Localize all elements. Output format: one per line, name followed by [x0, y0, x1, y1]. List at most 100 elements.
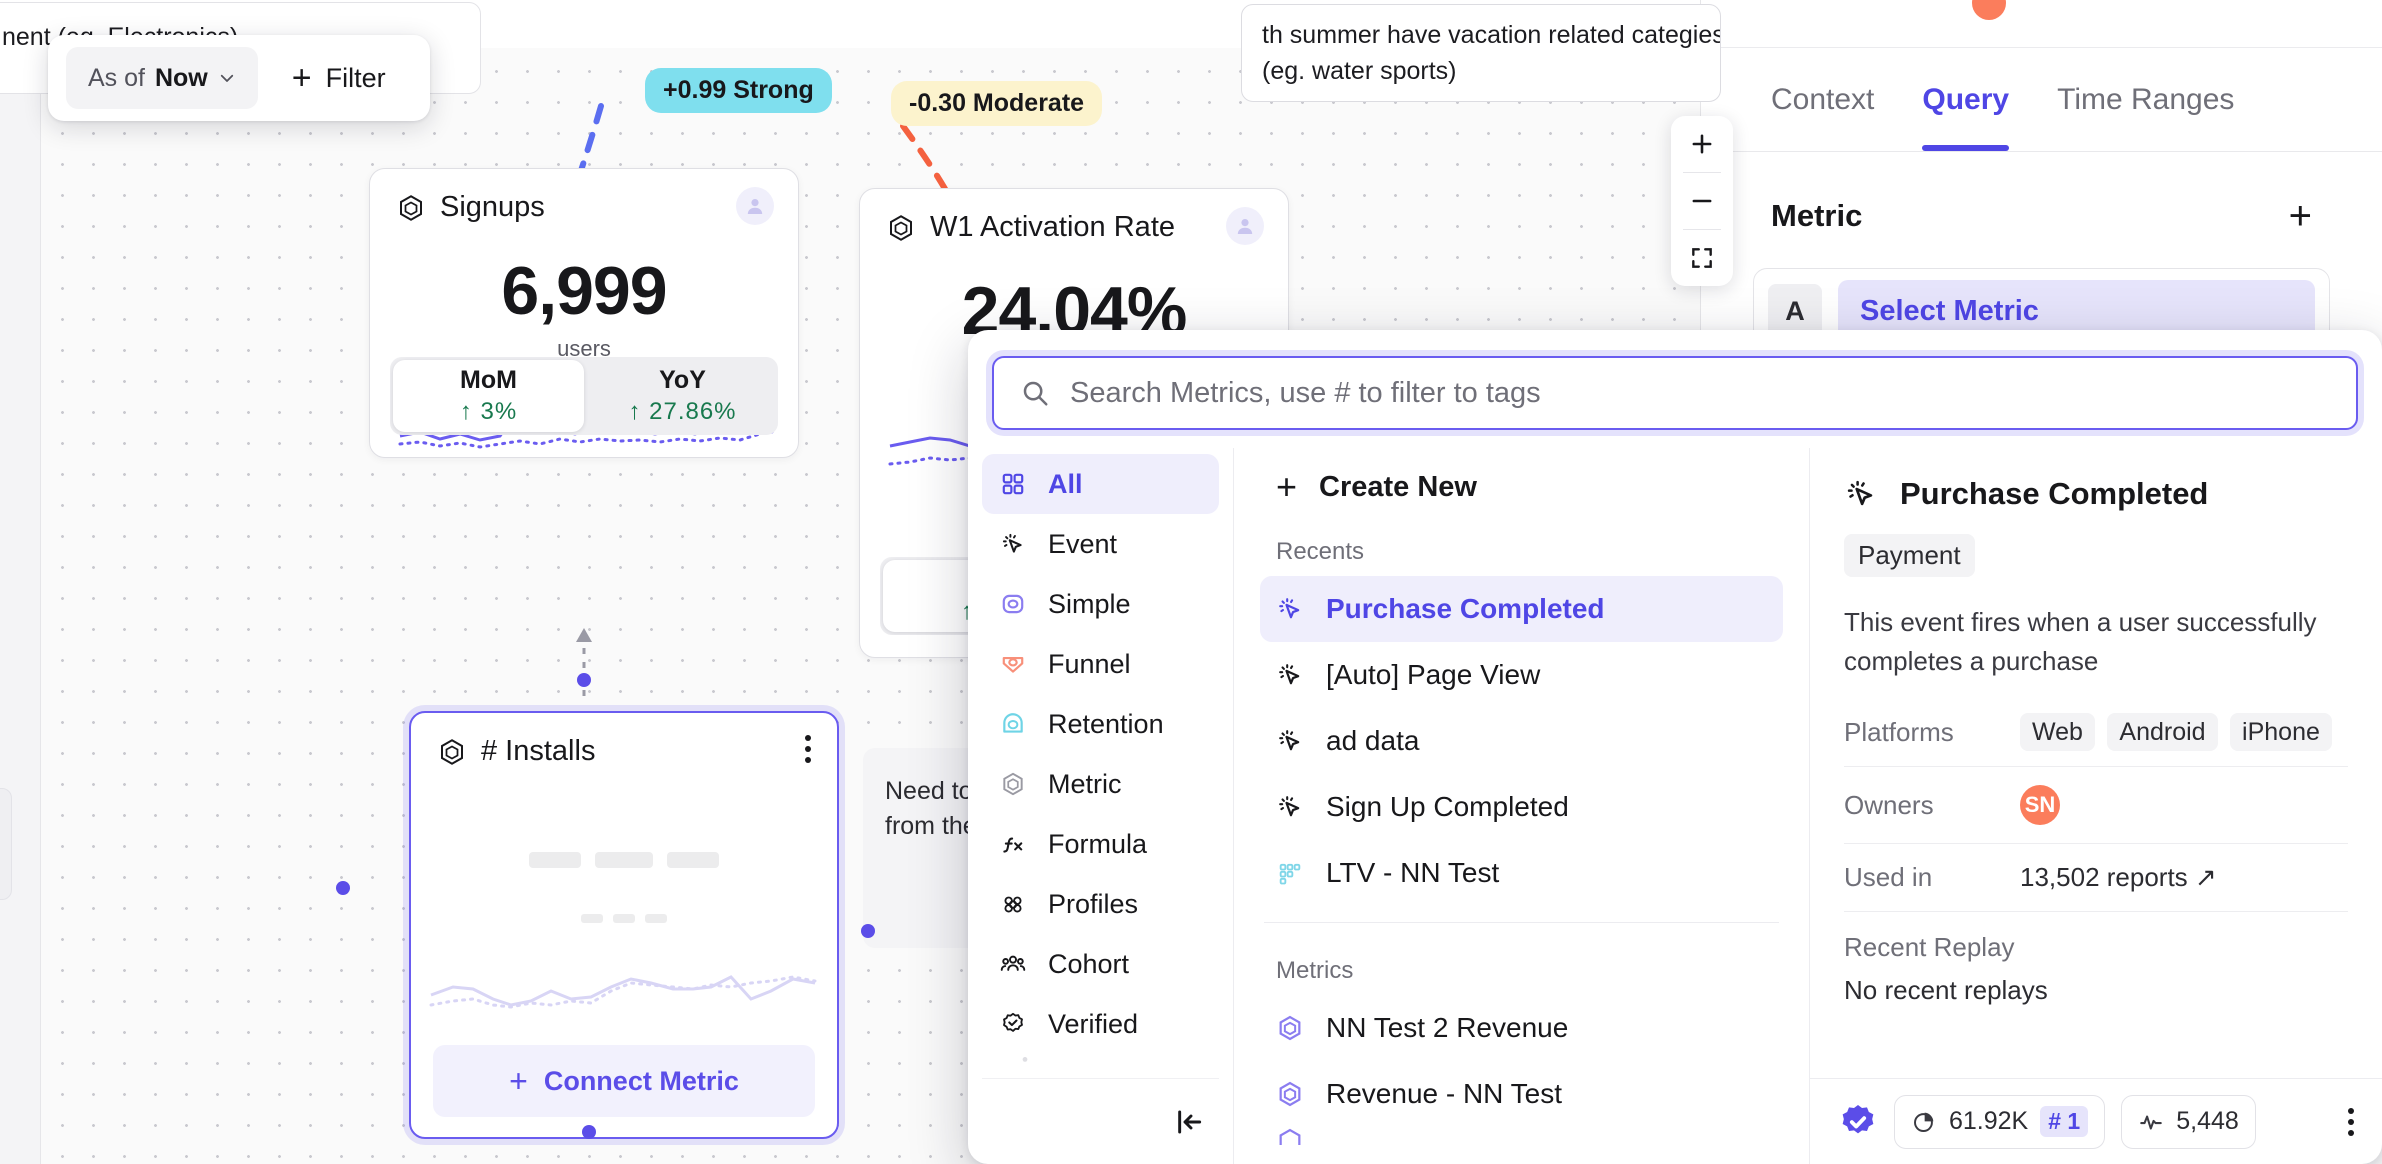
zoom-in-button[interactable]: [1671, 116, 1733, 172]
hexagon-metric-icon: [890, 214, 912, 241]
list-item-ad-data[interactable]: ad data: [1260, 708, 1783, 774]
search-input[interactable]: [1070, 376, 2330, 410]
add-metric-button[interactable]: +: [2288, 194, 2312, 238]
category-all[interactable]: All: [982, 454, 1219, 514]
list-item-nn-test-2-revenue[interactable]: NN Test 2 Revenue: [1260, 995, 1783, 1061]
zoom-out-button[interactable]: [1671, 173, 1733, 229]
category-label: Profiles: [1048, 888, 1139, 919]
comparison-toggle-group[interactable]: MoM ↑ 3% YoY ↑ 27.86%: [390, 357, 778, 435]
card-value: 6,999: [501, 253, 667, 329]
category-cohort[interactable]: Cohort: [982, 934, 1219, 994]
comparison-mom[interactable]: MoM ↑ 3%: [393, 360, 584, 432]
avatar[interactable]: [1226, 207, 1264, 245]
correlation-badge-strong[interactable]: +0.99 Strong: [645, 68, 832, 113]
collapse-sidebar-icon: [1178, 1110, 1202, 1133]
picker-body: All Event Simple: [968, 448, 2382, 1164]
metric-section-header: Metric +: [1701, 152, 2382, 236]
dots-grid-icon: [1279, 863, 1301, 885]
metric-card-installs[interactable]: # Installs + Connect Metric: [409, 711, 839, 1139]
cursor-click-icon: [1002, 533, 1022, 553]
funnel-icon: [1002, 656, 1024, 673]
metric-letter-badge: A: [1768, 284, 1822, 338]
detail-footer: 61.92K # 1 5,448: [1810, 1078, 2382, 1164]
list-item-purchase-completed[interactable]: Purchase Completed: [1260, 576, 1783, 642]
platform-chip: iPhone: [2230, 713, 2332, 751]
person-icon: [1237, 219, 1253, 234]
anchor-dot-bottom[interactable]: [582, 1125, 596, 1139]
tab-time-ranges[interactable]: Time Ranges: [2057, 82, 2235, 116]
tab-context[interactable]: Context: [1771, 82, 1875, 116]
detail-tag: Payment: [1844, 534, 1975, 577]
category-event[interactable]: Event: [982, 514, 1219, 574]
as-of-selector[interactable]: As of Now: [66, 47, 258, 109]
tab-query[interactable]: Query: [1922, 48, 2009, 151]
comparison-delta: ↑ 3%: [459, 398, 518, 425]
metric-search-box[interactable]: [992, 356, 2358, 430]
anchor-dot-sticky[interactable]: [861, 924, 875, 938]
user-avatar-top[interactable]: [1972, 0, 2006, 20]
card-header: W1 Activation Rate: [860, 189, 1288, 245]
zoom-controls[interactable]: [1671, 116, 1733, 286]
comparison-yoy[interactable]: YoY ↑ 27.86%: [587, 357, 778, 435]
person-icon: [747, 199, 763, 214]
owner-avatar[interactable]: SN: [2020, 785, 2060, 825]
category-profiles[interactable]: Profiles: [982, 874, 1219, 934]
list-item-revenue-nn-test[interactable]: Revenue - NN Test: [1260, 1061, 1783, 1127]
panel-top-gap: [1701, 0, 2382, 48]
detail-description: This event fires when a user successfull…: [1844, 607, 2317, 676]
category-funnel[interactable]: Funnel: [982, 634, 1219, 694]
add-filter-button[interactable]: + Filter: [266, 47, 412, 109]
panel-tabs[interactable]: Context Query Time Ranges: [1701, 48, 2382, 152]
recent-replay-label: Recent Replay: [1844, 932, 2015, 962]
activity-stat-pill[interactable]: 5,448: [2121, 1094, 2256, 1149]
cursor-click-icon: [1279, 598, 1300, 619]
cohort-people-icon: [1000, 955, 1026, 971]
category-formula[interactable]: Formula: [982, 814, 1219, 874]
card-header: Signups: [370, 169, 798, 225]
fit-screen-button[interactable]: [1671, 230, 1733, 286]
group-label-metrics: Metrics: [1276, 957, 1354, 984]
card-header: # Installs: [411, 713, 837, 768]
create-new-button[interactable]: + Create New: [1260, 454, 1783, 520]
canvas-left-rail: [0, 48, 40, 1164]
grid-icon: [1002, 473, 1024, 495]
anchor-dot-left[interactable]: [336, 881, 350, 895]
avatar[interactable]: [736, 187, 774, 225]
profiles-icon: [1004, 896, 1022, 913]
as-of-label: As of: [88, 63, 145, 92]
canvas-toolbar[interactable]: As of Now + Filter: [48, 35, 430, 121]
category-verified[interactable]: Verified: [982, 994, 1219, 1054]
category-list-overflow: [982, 1054, 1219, 1076]
detail-more-menu-icon[interactable]: [2348, 1107, 2354, 1136]
recent-replay-value: No recent replays: [1844, 975, 2048, 1005]
fit-screen-icon: [1692, 248, 1712, 268]
platforms-values: Web Android iPhone: [2020, 713, 2340, 751]
list-item-ltv-nn-test[interactable]: LTV - NN Test: [1260, 840, 1783, 906]
category-metric[interactable]: Metric: [982, 754, 1219, 814]
volume-stat-pill[interactable]: 61.92K # 1: [1894, 1094, 2106, 1149]
list-item-label: [Auto] Page View: [1326, 659, 1541, 690]
sidebar-collapse-row[interactable]: [982, 1078, 1219, 1164]
list-item-auto-page-view[interactable]: [Auto] Page View: [1260, 642, 1783, 708]
category-label: Retention: [1048, 708, 1164, 739]
canvas-note-card[interactable]: th summer have vacation related categies…: [1241, 4, 1721, 102]
correlation-badge-moderate[interactable]: -0.30 Moderate: [891, 81, 1103, 126]
left-rail-handle[interactable]: [0, 788, 12, 900]
list-item-label: Purchase Completed: [1326, 593, 1605, 624]
metric-card-signups[interactable]: Signups 6,999 users MoM ↑ 3%: [369, 168, 799, 458]
detail-title: Purchase Completed: [1900, 476, 2209, 511]
connect-metric-button[interactable]: + Connect Metric: [433, 1045, 815, 1117]
list-item-label: NN Test 2 Revenue: [1326, 1012, 1569, 1043]
detail-recent-replay: Recent Replay No recent replays: [1844, 912, 2348, 1006]
list-item-label: Revenue - NN Test: [1326, 1078, 1563, 1109]
used-in-value[interactable]: 13,502 reports ↗: [2020, 862, 2217, 892]
category-label: Funnel: [1048, 648, 1131, 679]
canvas-note-line-1: th summer have vacation related categies: [1262, 21, 1721, 49]
category-simple[interactable]: Simple: [982, 574, 1219, 634]
category-retention[interactable]: Retention: [982, 694, 1219, 754]
as-of-value: Now: [154, 63, 208, 92]
volume-value: 61.92K: [1949, 1107, 2029, 1135]
list-item-sign-up-completed[interactable]: Sign Up Completed: [1260, 774, 1783, 840]
category-label: Cohort: [1048, 948, 1130, 979]
card-menu-icon[interactable]: [805, 735, 811, 763]
